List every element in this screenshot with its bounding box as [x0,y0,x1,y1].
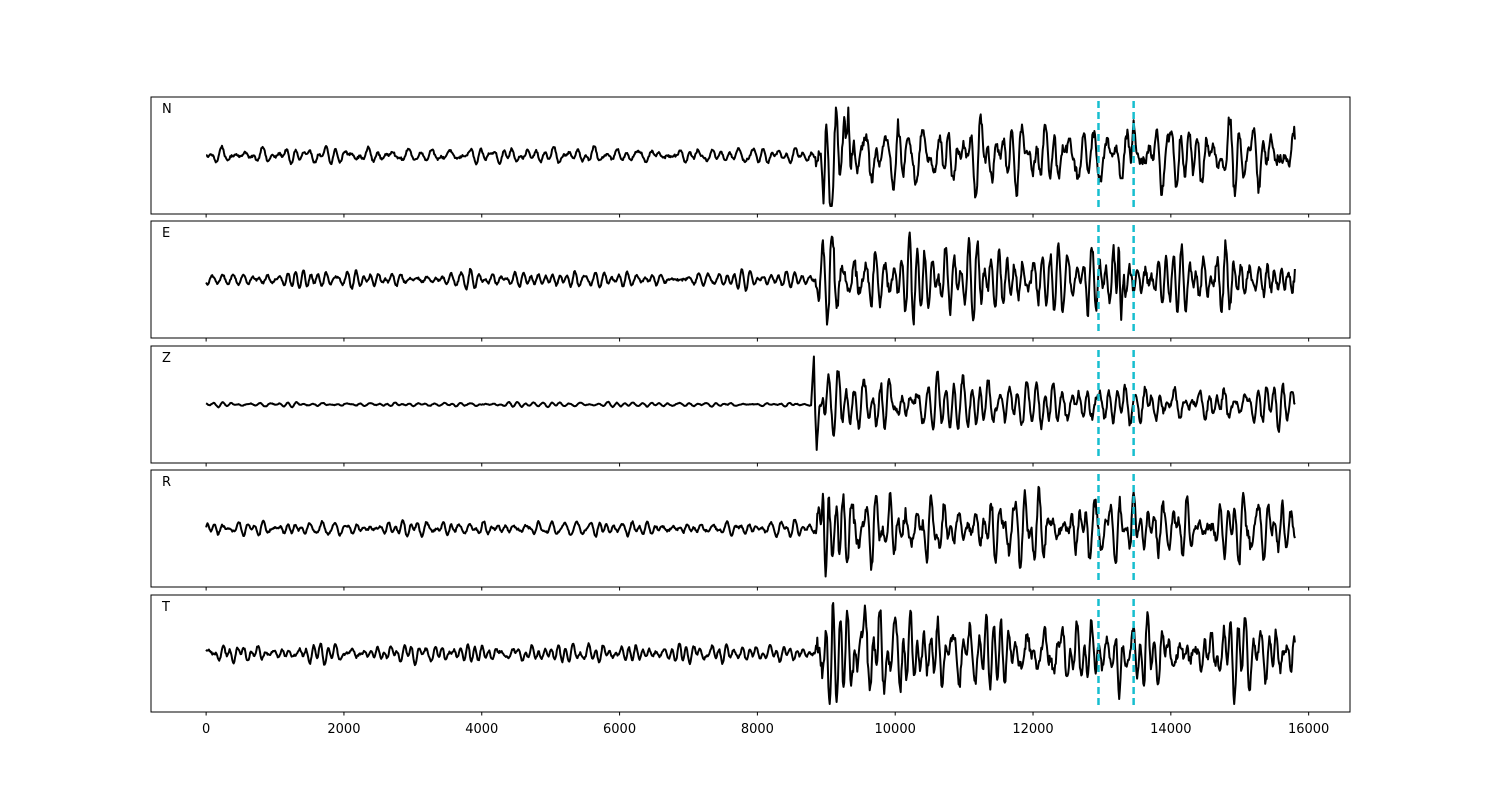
x-tick-label: 14000 [1150,722,1191,737]
panel-z: Z [150,345,1351,467]
x-tick-label: 8000 [741,722,774,737]
x-tick-label: 4000 [465,722,498,737]
panel-label: R [162,475,171,490]
waveform-z [205,355,1296,451]
panel-r: R [150,469,1351,591]
panel-label: N [162,102,172,117]
x-tick-label: 16000 [1288,722,1329,737]
panel-t: T [150,594,1351,716]
x-tick-label: 2000 [327,722,360,737]
panel-frame [150,220,1351,339]
x-tick-label: 0 [202,722,210,737]
panel-label: E [162,226,170,241]
panel-label: T [161,600,170,615]
panel-e: E [150,220,1351,342]
waveform-n [205,106,1296,207]
waveform-r [205,485,1296,578]
waveform-t [205,602,1296,705]
waveform-e [205,231,1296,326]
panel-n: N [150,96,1351,218]
x-axis: 0 2000 4000 6000 8000 10000 12000 14000 16000 [202,722,1329,737]
x-tick-label: 10000 [875,722,916,737]
panel-label: Z [162,351,171,366]
x-tick-label: 6000 [603,722,636,737]
x-tick-label: 12000 [1012,722,1053,737]
